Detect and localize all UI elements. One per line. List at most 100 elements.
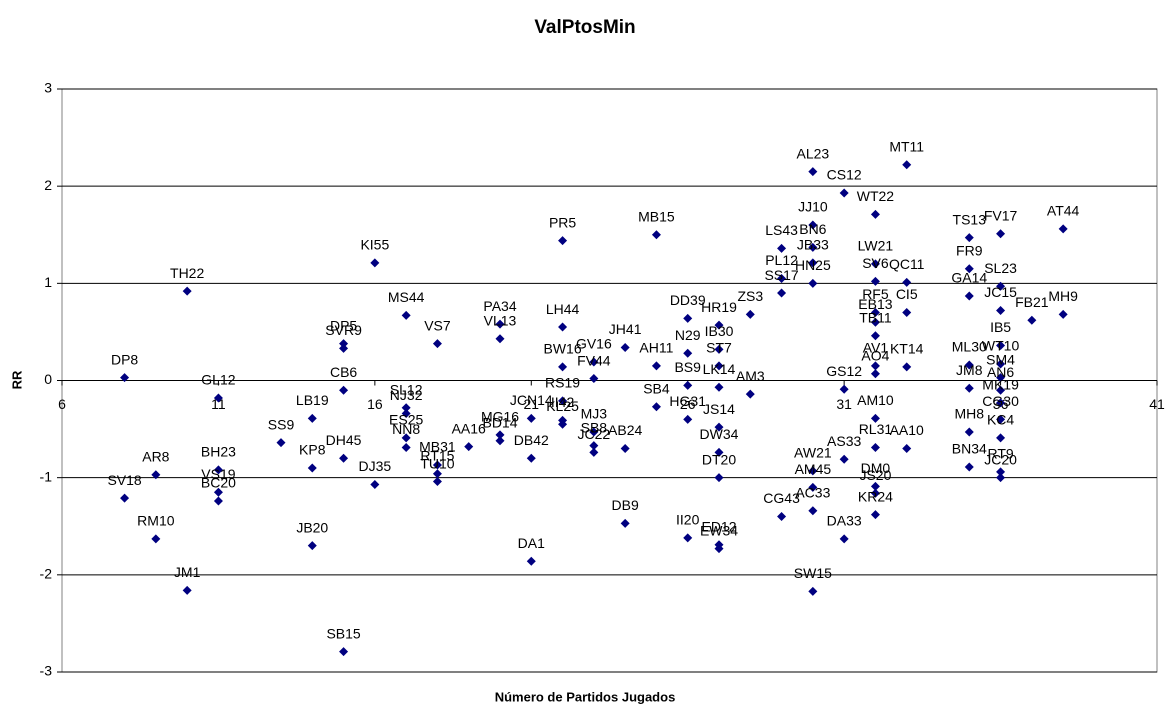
point [401, 433, 411, 443]
point-label: LW21 [858, 238, 894, 254]
point [964, 291, 974, 301]
point-label: FR9 [956, 242, 983, 258]
point-label: PR5 [549, 214, 576, 230]
point-label: MT11 [889, 138, 924, 154]
point-label: LS43 [765, 222, 798, 238]
point [902, 160, 912, 170]
point-label: TH22 [170, 265, 204, 281]
point [526, 413, 536, 423]
point [745, 309, 755, 319]
y-tick-label: 1 [44, 274, 52, 290]
point [620, 342, 630, 352]
point [870, 317, 880, 327]
point [902, 444, 912, 454]
point [495, 436, 505, 446]
point-label: DT20 [702, 451, 736, 467]
y-tick-label: 0 [44, 371, 52, 387]
point [495, 319, 505, 329]
point [432, 339, 442, 349]
point [151, 534, 161, 544]
point [808, 586, 818, 596]
point-label: TB11 [859, 310, 892, 326]
y-axis-title: RR [9, 370, 24, 389]
point-label: KI55 [360, 237, 389, 253]
point-label: RS19 [545, 375, 580, 391]
point-label: SW15 [794, 565, 832, 581]
point-label: IB5 [990, 319, 1011, 335]
point-label: AR8 [142, 448, 169, 464]
point-label: JB33 [797, 237, 829, 253]
point [777, 288, 787, 298]
point [996, 281, 1006, 291]
point [777, 512, 787, 522]
point-label: TU10 [420, 455, 454, 471]
point [870, 510, 880, 520]
y-tick-label: -2 [40, 566, 53, 582]
point [777, 243, 787, 253]
point [120, 493, 130, 503]
x-tick-label: 41 [1149, 396, 1165, 412]
point-label: DP8 [111, 351, 138, 367]
point [432, 460, 442, 470]
point-label: SL23 [984, 260, 1017, 276]
point [839, 534, 849, 544]
point [996, 398, 1006, 408]
point-label: JM8 [956, 362, 983, 378]
point-label: KR24 [858, 488, 893, 504]
point-label: RF5 [862, 286, 889, 302]
point [213, 465, 223, 475]
x-tick-label: 21 [523, 396, 539, 412]
point-label: SV18 [107, 472, 141, 488]
point-label: AL23 [797, 145, 830, 161]
point [964, 383, 974, 393]
point [714, 320, 724, 330]
point-label: VL13 [484, 312, 517, 328]
x-tick-label: 31 [836, 396, 852, 412]
point-label: KT14 [890, 341, 924, 357]
point [151, 470, 161, 480]
point [996, 414, 1006, 424]
point-label: VS19 [201, 466, 235, 482]
point-label: DB42 [514, 432, 549, 448]
point [589, 357, 599, 367]
point [902, 307, 912, 317]
point [996, 473, 1006, 483]
point-label: DW34 [700, 426, 739, 442]
point [213, 496, 223, 506]
point-label: LH44 [546, 301, 580, 317]
point-label: SB4 [643, 380, 670, 396]
point [870, 307, 880, 317]
point [307, 541, 317, 551]
point [870, 331, 880, 341]
point [714, 344, 724, 354]
point [1058, 309, 1068, 319]
point-label: GA14 [951, 270, 987, 286]
point [870, 369, 880, 379]
point [964, 427, 974, 437]
point [589, 374, 599, 384]
point-label: MH8 [955, 406, 985, 422]
point [714, 447, 724, 457]
point [307, 413, 317, 423]
point [808, 466, 818, 476]
chart-title: ValPtosMin [534, 17, 635, 38]
point-label: AN6 [987, 364, 1014, 380]
point-label: JM1 [174, 564, 201, 580]
point-label: AH11 [639, 340, 673, 356]
point-label: AM10 [857, 392, 894, 408]
point [432, 477, 442, 487]
point [683, 414, 693, 424]
point-label: SM4 [986, 351, 1015, 367]
point [1058, 224, 1068, 234]
point [996, 433, 1006, 443]
y-tick-label: -1 [40, 468, 53, 484]
point [683, 533, 693, 543]
point [213, 393, 223, 403]
point [558, 419, 568, 429]
point [558, 362, 568, 372]
point-label: WT10 [982, 338, 1020, 354]
point [964, 233, 974, 243]
point [902, 277, 912, 287]
point [339, 385, 349, 395]
point [714, 422, 724, 432]
